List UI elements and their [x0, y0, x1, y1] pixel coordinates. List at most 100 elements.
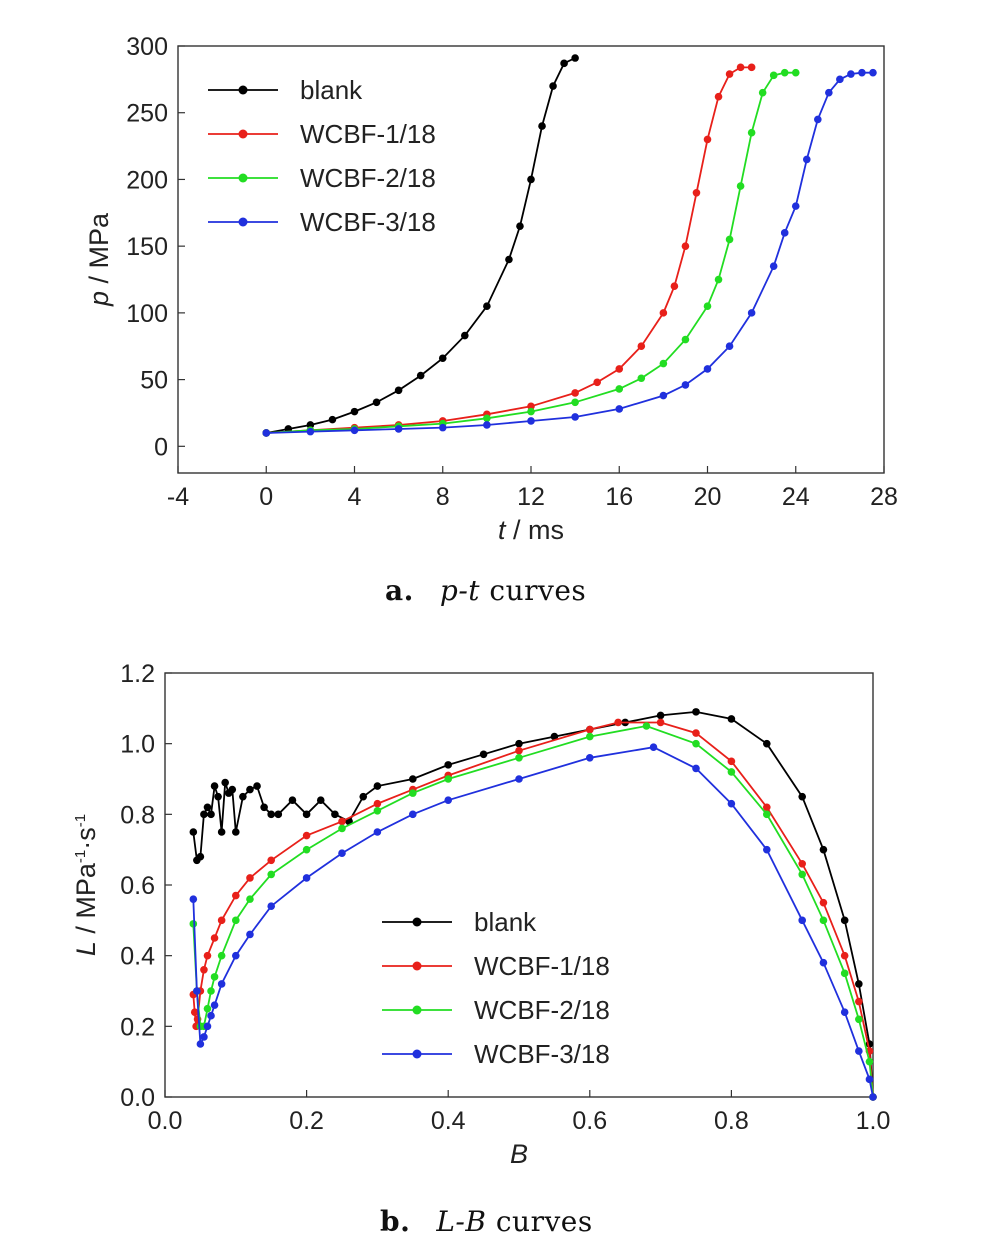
data-point [196, 852, 205, 861]
y-tick-label: 300 [126, 33, 168, 61]
data-point [479, 750, 488, 759]
data-point [350, 407, 359, 416]
data-point [819, 845, 828, 854]
legend-label: WCBF-3/18 [474, 1039, 610, 1069]
data-point [262, 429, 271, 437]
chart-lb: 0.0 0.2 0.4 0.6 0.8 1.0 0.0 0.2 0.4 0.6 0.8 1.0 1.2 B… [71, 660, 890, 1169]
data-point [656, 711, 665, 720]
x-tick-label: 0 [259, 483, 273, 511]
data-point [840, 951, 849, 960]
data-point [758, 88, 767, 97]
data-point [274, 810, 283, 819]
data-point [727, 715, 736, 723]
data-point [840, 916, 849, 925]
data-point [763, 739, 771, 748]
data-point [560, 59, 568, 68]
data-point [659, 359, 668, 368]
legend-marker [238, 173, 248, 183]
data-point [246, 895, 254, 903]
caption-var: p-t [439, 574, 481, 607]
data-point [444, 796, 453, 804]
data-point [302, 831, 311, 840]
data-point [725, 70, 734, 78]
series-line [192, 746, 874, 1098]
x-tick-label: 20 [694, 483, 722, 511]
data-point [438, 423, 447, 432]
data-point [819, 916, 828, 925]
x-axis-label: B [510, 1139, 528, 1169]
data-point [444, 761, 453, 769]
data-point [763, 810, 771, 819]
data-point [527, 407, 535, 416]
data-point [210, 1001, 219, 1009]
series-line [266, 57, 576, 434]
data-point [780, 68, 789, 77]
data-point [855, 980, 863, 988]
data-point [189, 895, 198, 903]
data-point [614, 718, 622, 727]
data-point [527, 175, 535, 184]
data-point [267, 856, 276, 865]
legend-marker [238, 85, 248, 95]
y-tick-label: 200 [126, 166, 168, 194]
data-point [649, 743, 658, 751]
x-tick-label: 0.8 [714, 1107, 749, 1135]
data-point [840, 969, 849, 978]
data-point [416, 371, 425, 380]
data-point [549, 82, 557, 90]
data-point [373, 782, 382, 790]
legend-item: WCBF-1/18 [382, 951, 610, 981]
data-point [483, 302, 491, 311]
data-point [207, 1011, 215, 1020]
legend-item: WCBF-2/18 [208, 163, 436, 193]
data-point [409, 789, 417, 797]
data-point [593, 378, 601, 387]
data-point [196, 1040, 205, 1048]
data-point [836, 75, 844, 84]
data-point [338, 849, 346, 857]
data-point [819, 958, 828, 967]
data-point [763, 803, 771, 812]
data-point [246, 874, 254, 882]
data-point [190, 1008, 199, 1016]
data-point [267, 810, 276, 819]
panel-a: -4 0 4 8 12 16 20 24 28 0 50 100 150 200 250 300 t / ms p… [0, 0, 992, 620]
data-point [515, 739, 523, 748]
data-point [586, 754, 594, 762]
data-point [819, 898, 828, 907]
data-point [302, 845, 311, 854]
series-WCBF-2/18 [262, 68, 800, 437]
data-point [855, 1047, 863, 1055]
data-point [869, 1093, 877, 1101]
data-point [217, 916, 226, 925]
data-point [681, 242, 690, 250]
data-point [642, 722, 651, 730]
data-point [763, 845, 771, 854]
data-point [246, 785, 254, 794]
data-point [527, 402, 535, 411]
series-line [266, 66, 752, 434]
data-point [515, 754, 523, 762]
data-point [373, 807, 382, 815]
legend-item: WCBF-3/18 [382, 1039, 610, 1069]
caption-b: b. L-B curves [380, 1205, 593, 1238]
y-tick-label: 1.0 [120, 731, 155, 759]
data-point [571, 389, 579, 397]
series-WCBF-3/18 [262, 68, 877, 437]
legend-marker [238, 129, 248, 139]
data-point [791, 202, 800, 210]
y-tick-label: 150 [126, 233, 168, 261]
data-point [189, 828, 198, 836]
data-point [515, 746, 523, 755]
y-tick-label: 0.2 [120, 1013, 155, 1041]
series-blank [262, 54, 579, 437]
data-point [483, 414, 491, 423]
legend-label: WCBF-2/18 [300, 163, 436, 193]
data-point [865, 1075, 874, 1084]
data-point [232, 916, 240, 925]
x-tick-label: 16 [605, 483, 633, 511]
data-point [232, 828, 240, 836]
data-point [210, 934, 219, 942]
chart-pt: -4 0 4 8 12 16 20 24 28 0 50 100 150 200 250 300 t / ms p… [84, 33, 898, 545]
data-point [373, 799, 382, 808]
